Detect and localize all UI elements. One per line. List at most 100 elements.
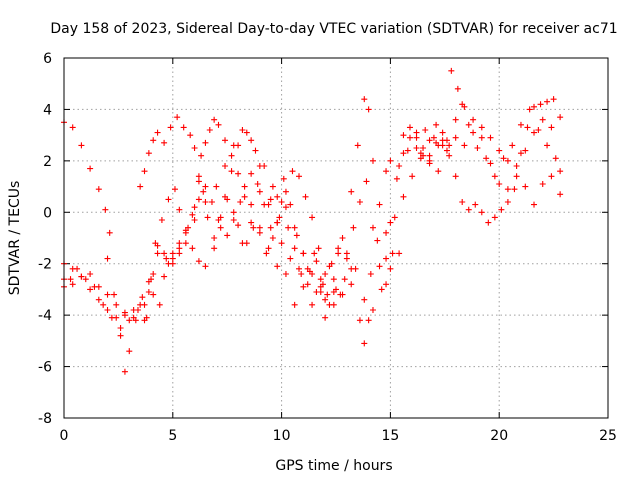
data-point	[465, 121, 472, 128]
data-point	[117, 325, 124, 331]
data-point	[293, 232, 300, 239]
data-point	[169, 250, 176, 257]
data-point	[509, 142, 516, 149]
data-point	[263, 250, 270, 257]
data-point	[104, 307, 111, 313]
data-point	[74, 265, 81, 272]
data-point	[361, 296, 368, 303]
data-point	[117, 332, 124, 339]
data-point	[208, 199, 215, 205]
data-point	[367, 271, 374, 277]
data-point	[150, 271, 157, 277]
data-point	[248, 170, 255, 177]
data-point	[87, 286, 94, 293]
data-point	[491, 173, 498, 180]
data-point	[374, 237, 381, 244]
data-point	[413, 129, 420, 136]
data-point	[274, 193, 281, 200]
data-point	[217, 224, 224, 231]
data-point	[150, 137, 157, 144]
data-point	[228, 168, 235, 175]
data-point	[376, 201, 383, 208]
data-point	[202, 139, 209, 146]
data-point	[202, 263, 209, 270]
data-point	[141, 168, 148, 175]
data-point	[535, 127, 542, 133]
data-point	[383, 281, 390, 288]
data-point	[311, 250, 318, 257]
data-point	[243, 129, 250, 136]
data-point	[326, 301, 333, 308]
data-point	[154, 242, 161, 249]
data-point	[470, 116, 477, 123]
data-point	[174, 114, 181, 121]
data-point	[348, 265, 355, 272]
data-point	[452, 134, 459, 141]
x-tick-labels: 0 5 10 15 20 25	[60, 428, 617, 444]
data-point	[302, 193, 309, 200]
data-point	[400, 150, 407, 157]
data-point	[387, 157, 394, 164]
data-point	[191, 204, 198, 211]
data-point	[187, 132, 194, 139]
y-tick-label: 6	[43, 51, 52, 67]
x-tick-label: 10	[273, 428, 291, 444]
data-point	[165, 260, 172, 267]
data-point	[548, 173, 555, 180]
data-point	[387, 265, 394, 272]
data-point	[322, 314, 329, 321]
data-point	[195, 258, 202, 265]
data-point	[448, 67, 455, 74]
data-point	[552, 155, 559, 162]
x-axis-label: GPS time / hours	[275, 458, 392, 474]
data-point	[406, 134, 413, 141]
data-point	[435, 168, 442, 175]
data-point	[78, 142, 85, 149]
data-point	[517, 150, 524, 157]
data-point	[465, 206, 472, 213]
data-point	[130, 314, 137, 321]
data-point	[95, 186, 102, 193]
data-point	[404, 147, 411, 154]
data-point	[165, 196, 172, 203]
data-point	[426, 157, 433, 164]
data-point	[102, 206, 109, 213]
data-point	[461, 142, 468, 149]
data-point	[169, 255, 176, 262]
data-point	[526, 106, 533, 113]
data-point	[91, 283, 98, 290]
data-point	[557, 191, 564, 198]
data-point	[498, 206, 505, 213]
data-point	[224, 232, 231, 239]
data-point	[452, 116, 459, 123]
data-point	[126, 317, 133, 324]
data-point	[195, 173, 202, 180]
data-point	[396, 163, 403, 169]
data-point	[230, 217, 237, 223]
data-point	[544, 142, 551, 149]
data-point	[161, 273, 168, 280]
data-point	[548, 124, 555, 131]
y-tick-label: 4	[43, 102, 52, 118]
data-point	[154, 250, 161, 257]
x-tick-label: 25	[599, 428, 617, 444]
data-point	[202, 183, 209, 190]
y-tick-label: -4	[38, 308, 52, 324]
data-point	[446, 142, 453, 149]
data-point	[289, 168, 296, 175]
data-point	[478, 134, 485, 141]
data-point	[350, 224, 357, 231]
data-point	[470, 129, 477, 136]
data-point	[426, 152, 433, 159]
data-point	[341, 276, 348, 283]
data-point	[365, 317, 372, 324]
data-point	[300, 250, 307, 257]
data-point	[252, 147, 259, 154]
data-point	[504, 157, 511, 164]
data-point	[550, 96, 557, 103]
data-point	[287, 255, 294, 262]
data-point	[365, 106, 372, 113]
data-point	[324, 291, 331, 298]
data-point	[241, 183, 248, 190]
data-point	[537, 101, 544, 108]
